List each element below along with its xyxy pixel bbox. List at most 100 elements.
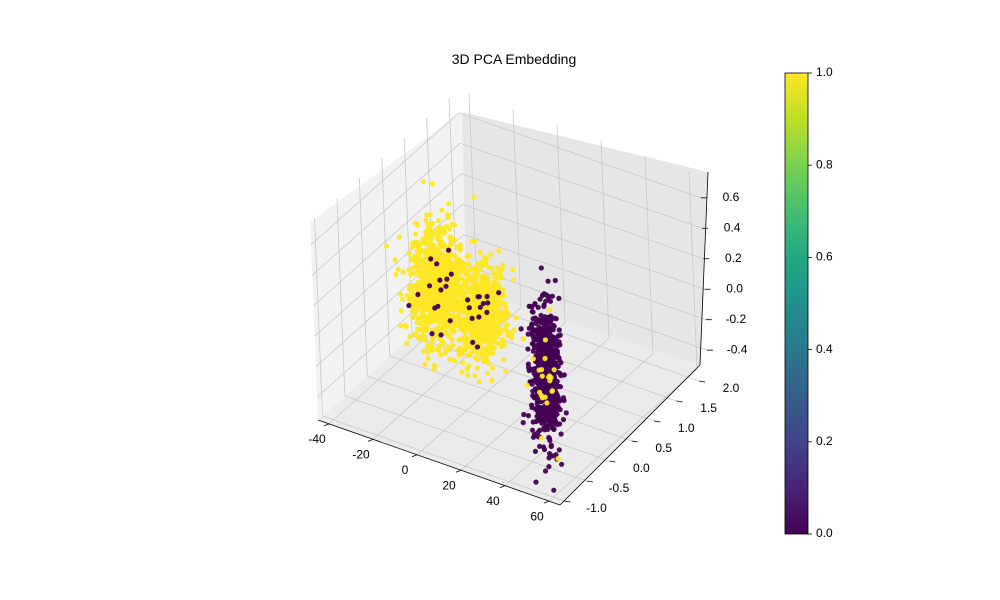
x-tick-mark bbox=[368, 439, 373, 441]
scatter-point bbox=[427, 348, 432, 353]
scatter-point bbox=[551, 354, 556, 359]
scatter-point bbox=[485, 335, 490, 340]
scatter-point bbox=[409, 245, 414, 250]
y-tick-label: 1.0 bbox=[678, 421, 695, 435]
scatter-point bbox=[514, 315, 519, 320]
scatter-point bbox=[418, 337, 423, 342]
scatter-point bbox=[502, 317, 507, 322]
scatter-point bbox=[454, 273, 459, 278]
scatter-point bbox=[432, 279, 437, 284]
scatter-point bbox=[530, 310, 535, 315]
scatter-point bbox=[432, 367, 437, 372]
scatter-point bbox=[467, 305, 472, 310]
scatter-point bbox=[441, 230, 446, 235]
y-tick-label: -1.0 bbox=[586, 501, 607, 515]
y-tick-label: 1.5 bbox=[700, 401, 717, 415]
scatter-point bbox=[557, 447, 562, 452]
scatter-point bbox=[519, 326, 524, 331]
scatter-point bbox=[478, 267, 483, 272]
scatter-point bbox=[457, 349, 462, 354]
scatter-point bbox=[505, 322, 510, 327]
scatter-point bbox=[502, 308, 507, 313]
scatter-point bbox=[413, 232, 418, 237]
scatter-point bbox=[426, 343, 431, 348]
scatter-point bbox=[562, 372, 567, 377]
scatter-point bbox=[406, 251, 411, 256]
scatter-point bbox=[542, 314, 547, 319]
scatter-point bbox=[436, 348, 441, 353]
scatter-point bbox=[423, 218, 428, 223]
scatter-point bbox=[550, 345, 555, 350]
scatter-point bbox=[427, 283, 432, 288]
scatter-point bbox=[548, 299, 553, 304]
colorbar-ticks: 0.0 0.2 0.4 0.6 0.8 1.0 bbox=[808, 65, 833, 540]
scatter-point bbox=[542, 356, 547, 361]
scatter-point bbox=[558, 407, 563, 412]
scatter-point bbox=[556, 355, 561, 360]
scatter-point bbox=[407, 334, 412, 339]
scatter-point bbox=[472, 373, 477, 378]
scatter-point bbox=[439, 255, 444, 260]
y-tick-mark bbox=[632, 441, 638, 442]
scatter-point bbox=[422, 236, 427, 241]
scatter-point bbox=[530, 382, 535, 387]
scatter-point bbox=[472, 239, 477, 244]
scatter-point bbox=[473, 284, 478, 289]
scatter-point bbox=[421, 279, 426, 284]
scatter-point bbox=[411, 306, 416, 311]
scatter-point bbox=[465, 327, 470, 332]
x-tick-mark bbox=[500, 486, 505, 488]
scatter-point bbox=[494, 328, 499, 333]
scatter-point bbox=[430, 247, 435, 252]
scatter-point bbox=[421, 257, 426, 262]
scatter-point bbox=[432, 296, 437, 301]
scatter-point bbox=[482, 255, 487, 260]
scatter-point bbox=[540, 374, 545, 379]
scatter-point bbox=[485, 371, 490, 376]
scatter-point bbox=[441, 270, 446, 275]
scatter-point bbox=[511, 277, 516, 282]
scatter-point bbox=[553, 419, 558, 424]
scatter-point bbox=[510, 267, 515, 272]
scatter-point bbox=[531, 435, 536, 440]
scatter-point bbox=[483, 275, 488, 280]
colorbar-tick-label: 0.8 bbox=[816, 157, 833, 171]
scatter-point bbox=[530, 321, 535, 326]
scatter-point bbox=[457, 292, 462, 297]
scatter-point bbox=[446, 248, 451, 253]
z-tick-label: -0.4 bbox=[727, 342, 748, 356]
scatter-point bbox=[444, 290, 449, 295]
scatter-point bbox=[470, 267, 475, 272]
scatter-point bbox=[413, 221, 418, 226]
scatter-point bbox=[438, 320, 443, 325]
scatter-point bbox=[466, 363, 471, 368]
scatter-point bbox=[490, 295, 495, 300]
scatter-point bbox=[421, 291, 426, 296]
scatter-point bbox=[399, 308, 404, 313]
scatter-point bbox=[529, 403, 534, 408]
scatter-point bbox=[460, 287, 465, 292]
scatter-point bbox=[475, 344, 480, 349]
scatter-point bbox=[466, 262, 471, 267]
scatter-point bbox=[459, 370, 464, 375]
scatter-point bbox=[454, 268, 459, 273]
scatter-point bbox=[464, 279, 469, 284]
scatter-point bbox=[426, 269, 431, 274]
scatter-point bbox=[552, 338, 557, 343]
colorbar-tick-label: 0.2 bbox=[816, 434, 833, 448]
scatter-point bbox=[445, 267, 450, 272]
scatter-point bbox=[549, 395, 554, 400]
scatter-point bbox=[414, 283, 419, 288]
scatter-point bbox=[408, 272, 413, 277]
colorbar-gradient bbox=[785, 73, 808, 534]
scatter-point bbox=[495, 302, 500, 307]
scatter-point bbox=[500, 267, 505, 272]
scatter-point bbox=[545, 408, 550, 413]
scatter-point bbox=[509, 335, 514, 340]
scatter-point bbox=[481, 262, 486, 267]
scatter-point bbox=[448, 242, 453, 247]
scatter-point bbox=[421, 299, 426, 304]
scatter-point bbox=[557, 327, 562, 332]
scatter-point bbox=[428, 256, 433, 261]
